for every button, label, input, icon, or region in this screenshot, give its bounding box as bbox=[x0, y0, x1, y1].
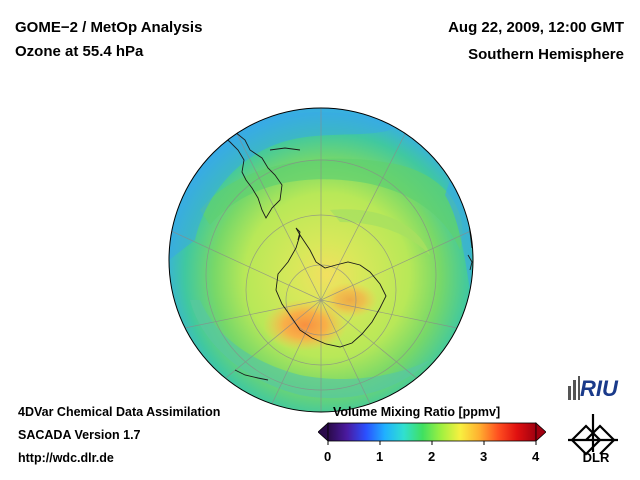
colorbar-tick-label: 3 bbox=[480, 449, 488, 464]
colorbar-tick-label: 4 bbox=[532, 449, 540, 464]
ozone-band-2 bbox=[190, 300, 430, 399]
footer-assimilation: 4DVar Chemical Data Assimilation bbox=[18, 405, 221, 419]
footer-url: http://wdc.dlr.de bbox=[18, 451, 114, 465]
ozone-band bbox=[200, 158, 463, 250]
colorbar-body bbox=[327, 422, 537, 442]
map-title: GOME−2 / MetOp Analysis bbox=[15, 19, 203, 36]
colorbar-right-arrow bbox=[535, 422, 546, 442]
footer-version: SACADA Version 1.7 bbox=[18, 428, 141, 442]
graticule bbox=[169, 108, 473, 412]
dlr-logo-text: DLR bbox=[583, 450, 610, 464]
south-america-coast-2 bbox=[269, 147, 301, 151]
map-datetime: Aug 22, 2009, 12:00 GMT bbox=[448, 19, 624, 36]
dlr-logo: DLR bbox=[568, 414, 618, 464]
antarctica-coast bbox=[275, 233, 387, 348]
colorbar-tick-label: 2 bbox=[428, 449, 436, 464]
ozone-low-area bbox=[169, 112, 400, 260]
colorbar-tick-label: 0 bbox=[324, 449, 332, 464]
riu-logo: RIU bbox=[568, 376, 619, 401]
riu-logo-text: RIU bbox=[580, 376, 619, 401]
australia-coast bbox=[234, 369, 269, 381]
colorbar-title: Volume Mixing Ratio [ppmv] bbox=[333, 405, 501, 419]
colorbar bbox=[318, 422, 546, 445]
colorbar-tick-label: 1 bbox=[376, 449, 384, 464]
antarctic-peninsula bbox=[295, 227, 301, 241]
map-subtitle: Ozone at 55.4 hPa bbox=[15, 43, 144, 60]
island-coast bbox=[467, 254, 473, 271]
south-america-coast bbox=[212, 117, 283, 219]
map-region: Southern Hemisphere bbox=[468, 46, 624, 63]
ozone-high-patch-2 bbox=[322, 282, 378, 318]
ozone-high-patch bbox=[263, 299, 347, 351]
globe-outline bbox=[168, 107, 474, 413]
ozone-low-area-2 bbox=[445, 180, 472, 290]
ozone-band-3 bbox=[330, 209, 430, 255]
colorbar-left-arrow bbox=[318, 422, 329, 442]
